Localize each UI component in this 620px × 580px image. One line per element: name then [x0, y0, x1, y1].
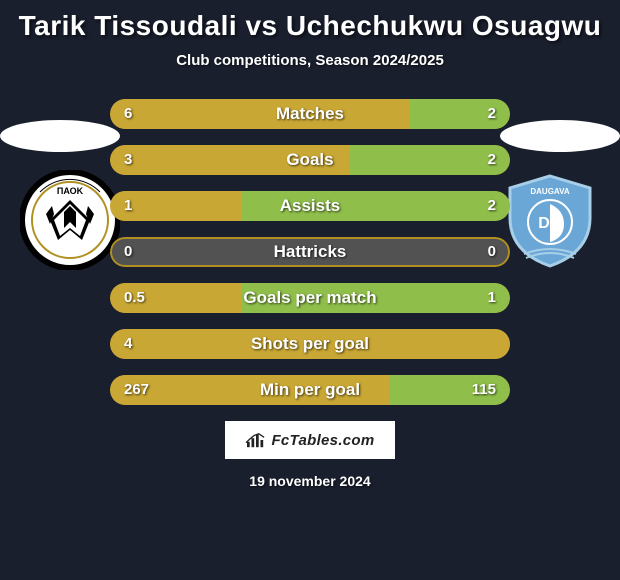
stat-row: Matches6 2 — [110, 99, 510, 129]
stat-value-right: 115 — [472, 375, 496, 405]
right-country-ellipse — [500, 120, 620, 152]
comparison-subtitle: Club competitions, Season 2024/2025 — [0, 52, 620, 69]
stat-row: Shots per goal4 — [110, 329, 510, 359]
stat-label: Min per goal — [110, 375, 510, 405]
stat-label: Goals — [110, 145, 510, 175]
right-club-badge: DAUGAVA D — [500, 170, 600, 270]
paok-badge-icon: ΠΑΟΚ — [20, 170, 120, 270]
stat-value-left: 0 — [124, 237, 132, 267]
stat-label: Hattricks — [110, 237, 510, 267]
stat-row: Min per goal267 115 — [110, 375, 510, 405]
watermark: FcTables.com — [225, 421, 395, 459]
stat-row: Goals3 2 — [110, 145, 510, 175]
stat-bars-container: Matches62Goals32Assists12Hattricks00Goal… — [110, 99, 510, 405]
stat-row: Assists1 2 — [110, 191, 510, 221]
stat-value-left: 1 — [124, 191, 132, 221]
stat-label: Matches — [110, 99, 510, 129]
stat-value-right: 2 — [488, 191, 496, 221]
left-club-badge: ΠΑΟΚ — [20, 170, 120, 270]
stat-value-right: 2 — [488, 99, 496, 129]
stat-value-right: 2 — [488, 145, 496, 175]
stat-label: Goals per match — [110, 283, 510, 313]
svg-text:ΠΑΟΚ: ΠΑΟΚ — [57, 186, 84, 196]
daugava-badge-icon: DAUGAVA D — [500, 170, 600, 270]
stat-row: Goals per match0.5 1 — [110, 283, 510, 313]
stat-label: Assists — [110, 191, 510, 221]
watermark-text: FcTables.com — [271, 432, 374, 449]
left-country-ellipse — [0, 120, 120, 152]
stat-value-left: 3 — [124, 145, 132, 175]
svg-text:DAUGAVA: DAUGAVA — [530, 187, 569, 196]
svg-text:D: D — [538, 215, 550, 232]
comparison-title: Tarik Tissoudali vs Uchechukwu Osuagwu — [0, 0, 620, 42]
stat-value-right: 0 — [488, 237, 496, 267]
stat-value-left: 4 — [124, 329, 132, 359]
stat-value-left: 0.5 — [124, 283, 145, 313]
date-text: 19 november 2024 — [0, 473, 620, 489]
stat-value-left: 267 — [124, 375, 149, 405]
chart-icon — [245, 431, 267, 449]
stat-value-right: 1 — [488, 283, 496, 313]
stat-value-left: 6 — [124, 99, 132, 129]
stat-row: Hattricks0 0 — [110, 237, 510, 267]
stat-label: Shots per goal — [110, 329, 510, 359]
